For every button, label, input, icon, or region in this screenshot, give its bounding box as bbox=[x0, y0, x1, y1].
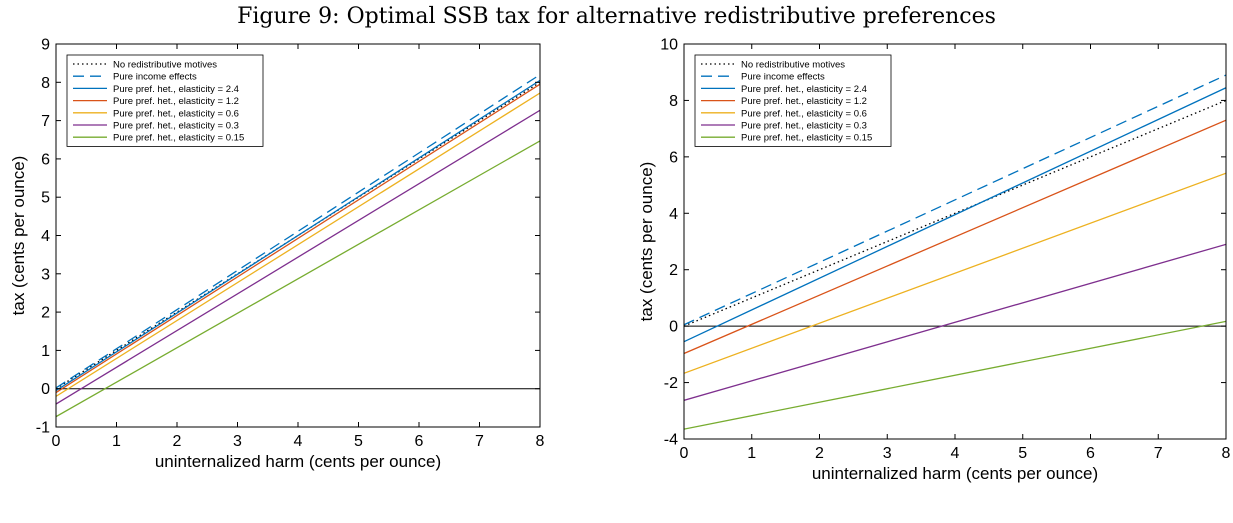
y-axis-label: tax (cents per ounce) bbox=[9, 156, 28, 316]
y-tick-label: -2 bbox=[664, 375, 678, 392]
y-tick-label: -4 bbox=[664, 432, 678, 449]
x-tick-label: 1 bbox=[112, 433, 121, 450]
series-line-1 bbox=[56, 81, 540, 390]
y-tick-label: 8 bbox=[41, 75, 50, 92]
y-tick-label: 7 bbox=[41, 113, 50, 130]
y-tick-label: 3 bbox=[41, 266, 50, 283]
x-tick-label: 6 bbox=[1086, 445, 1095, 462]
series-line-5 bbox=[684, 172, 1226, 374]
legend-label: Pure pref. het., elasticity = 0.3 bbox=[741, 121, 867, 132]
x-axis-label: uninternalized harm (cents per ounce) bbox=[155, 452, 441, 471]
series-line-1 bbox=[684, 99, 1226, 327]
series-line-3 bbox=[56, 79, 540, 392]
x-tick-label: 4 bbox=[294, 433, 303, 450]
series-line-5 bbox=[56, 92, 540, 397]
y-tick-label: 0 bbox=[41, 381, 50, 398]
series-group bbox=[56, 74, 540, 418]
x-axis-label: uninternalized harm (cents per ounce) bbox=[812, 464, 1098, 483]
legend-label: Pure income effects bbox=[113, 72, 197, 83]
x-tick-label: 4 bbox=[951, 445, 960, 462]
y-tick-label: 8 bbox=[669, 93, 678, 110]
x-tick-label: 0 bbox=[680, 445, 689, 462]
series-line-2 bbox=[684, 74, 1226, 326]
y-tick-label: 1 bbox=[41, 343, 50, 360]
series-line-4 bbox=[56, 83, 540, 394]
x-tick-label: 6 bbox=[415, 433, 424, 450]
y-tick-label: 9 bbox=[41, 37, 50, 54]
series-line-6 bbox=[684, 243, 1226, 401]
y-tick-label: 6 bbox=[41, 151, 50, 168]
figure-title: Figure 9: Optimal SSB tax for alternativ… bbox=[237, 4, 996, 29]
y-tick-label: 0 bbox=[669, 319, 678, 336]
series-group bbox=[684, 74, 1226, 430]
x-tick-label: 3 bbox=[883, 445, 892, 462]
legend-label: Pure pref. het., elasticity = 0.3 bbox=[113, 121, 239, 132]
x-tick-label: 2 bbox=[173, 433, 182, 450]
series-line-6 bbox=[56, 109, 540, 405]
legend-label: Pure pref. het., elasticity = 2.4 bbox=[741, 84, 867, 95]
series-line-4 bbox=[684, 119, 1226, 355]
y-tick-label: 2 bbox=[669, 262, 678, 279]
series-line-7 bbox=[684, 320, 1226, 430]
legend-label: Pure pref. het., elasticity = 0.15 bbox=[741, 133, 872, 144]
y-axis-label: tax (cents per ounce) bbox=[637, 162, 656, 322]
x-tick-label: 1 bbox=[747, 445, 756, 462]
y-tick-label: 2 bbox=[41, 305, 50, 322]
x-tick-label: 5 bbox=[1018, 445, 1027, 462]
legend-label: Pure pref. het., elasticity = 2.4 bbox=[113, 84, 239, 95]
x-tick-label: 0 bbox=[52, 433, 61, 450]
legend-label: Pure pref. het., elasticity = 0.6 bbox=[741, 108, 867, 119]
x-tick-label: 7 bbox=[1154, 445, 1163, 462]
y-tick-label: 6 bbox=[669, 149, 678, 166]
y-tick-label: 4 bbox=[669, 206, 678, 223]
legend-label: Pure pref. het., elasticity = 1.2 bbox=[741, 96, 867, 107]
series-line-2 bbox=[56, 74, 540, 389]
x-tick-label: 8 bbox=[1222, 445, 1231, 462]
legend-label: No redistributive motives bbox=[113, 60, 217, 71]
y-tick-label: 10 bbox=[660, 37, 678, 54]
legend-label: Pure pref. het., elasticity = 0.6 bbox=[113, 108, 239, 119]
x-tick-label: 7 bbox=[475, 433, 484, 450]
chart-panel-2: 0 1 2 3 4 5 6 7 8 -4 -2 0 2 4 6 8 10 uninternalized harm … bbox=[637, 37, 1231, 484]
y-tick-label: 5 bbox=[41, 190, 50, 207]
legend-label: No redistributive motives bbox=[741, 60, 845, 71]
legend-label: Pure pref. het., elasticity = 1.2 bbox=[113, 96, 239, 107]
series-line-7 bbox=[56, 140, 540, 418]
y-tick-label: 4 bbox=[41, 228, 50, 245]
x-tick-label: 8 bbox=[536, 433, 545, 450]
legend-label: Pure income effects bbox=[741, 72, 825, 83]
x-tick-label: 5 bbox=[354, 433, 363, 450]
y-tick-label: -1 bbox=[36, 420, 50, 437]
legend-label: Pure pref. het., elasticity = 0.15 bbox=[113, 133, 244, 144]
x-tick-label: 3 bbox=[233, 433, 242, 450]
x-tick-label: 2 bbox=[815, 445, 824, 462]
series-line-3 bbox=[684, 87, 1226, 343]
